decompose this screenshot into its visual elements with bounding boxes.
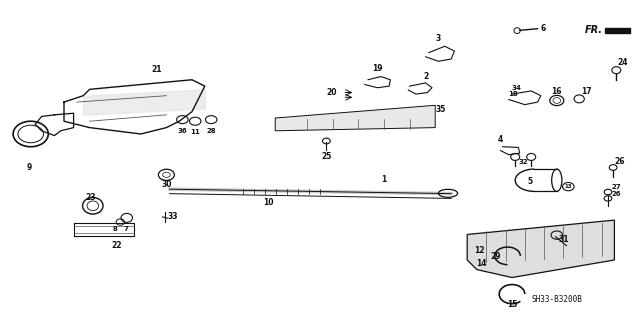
Text: 29: 29 bbox=[491, 252, 501, 261]
Text: 4: 4 bbox=[498, 135, 503, 144]
Text: 30: 30 bbox=[161, 180, 172, 189]
Text: 33: 33 bbox=[168, 212, 178, 221]
Text: 11: 11 bbox=[190, 129, 200, 135]
Text: 2: 2 bbox=[423, 72, 428, 81]
Text: 31: 31 bbox=[558, 235, 568, 244]
Text: 15: 15 bbox=[507, 300, 517, 309]
Text: 17: 17 bbox=[581, 87, 592, 96]
Text: 18: 18 bbox=[509, 91, 518, 97]
Text: 16: 16 bbox=[552, 87, 562, 96]
Text: 13: 13 bbox=[564, 184, 572, 189]
Polygon shape bbox=[275, 105, 435, 131]
Text: 22: 22 bbox=[111, 241, 122, 250]
Text: 34: 34 bbox=[511, 85, 522, 91]
Text: 32: 32 bbox=[518, 159, 529, 165]
Polygon shape bbox=[605, 28, 630, 33]
Text: 21: 21 bbox=[152, 65, 162, 74]
Text: 8: 8 bbox=[112, 226, 117, 232]
Text: 26: 26 bbox=[611, 191, 621, 197]
Text: SH33-B3200B: SH33-B3200B bbox=[531, 295, 582, 304]
Text: 24: 24 bbox=[618, 58, 628, 67]
Text: 27: 27 bbox=[611, 184, 621, 190]
Text: 20: 20 bbox=[327, 88, 337, 97]
Polygon shape bbox=[467, 220, 614, 278]
Text: 25: 25 bbox=[321, 152, 332, 160]
Text: 5: 5 bbox=[527, 177, 532, 186]
Text: 26: 26 bbox=[614, 157, 625, 166]
Text: 6: 6 bbox=[541, 24, 546, 33]
Text: 19: 19 bbox=[372, 64, 383, 73]
Text: 1: 1 bbox=[381, 175, 387, 184]
Text: 35: 35 bbox=[435, 105, 445, 114]
Text: 28: 28 bbox=[206, 128, 216, 134]
Text: 12: 12 bbox=[475, 246, 485, 255]
Text: 7: 7 bbox=[124, 226, 129, 232]
Text: 23: 23 bbox=[86, 193, 96, 202]
Text: 10: 10 bbox=[264, 198, 274, 207]
Text: 9: 9 bbox=[27, 163, 32, 172]
Text: FR.: FR. bbox=[585, 25, 603, 35]
Text: 14: 14 bbox=[476, 259, 486, 268]
Text: 36: 36 bbox=[177, 128, 188, 134]
Text: 3: 3 bbox=[436, 34, 441, 43]
